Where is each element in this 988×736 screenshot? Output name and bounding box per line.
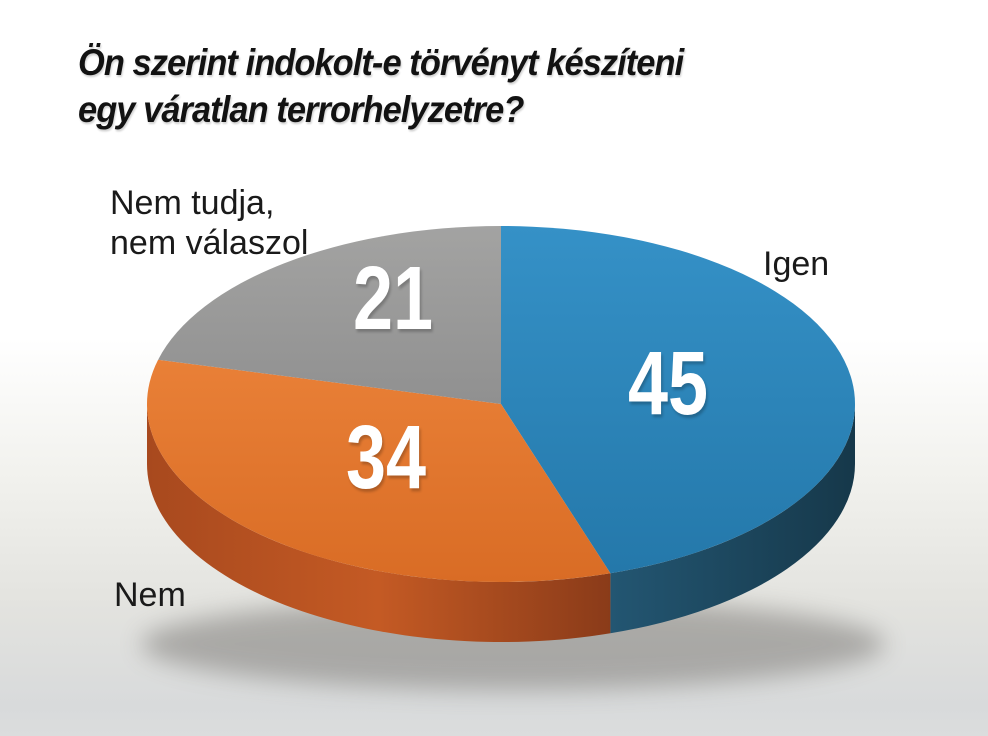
chart-title-line1: Ön szerint indokolt-e törvényt készíteni xyxy=(78,42,684,83)
slice-label-nem: Nem xyxy=(114,576,186,614)
chart-title-line2: egy váratlan terrorhelyzetre? xyxy=(78,88,524,130)
slice-label-igen: Igen xyxy=(763,245,830,283)
slice-label-nem-tudja: Nem tudja, nem válaszol xyxy=(110,183,308,263)
slice-value-nem: 34 xyxy=(345,408,427,508)
slice-value-nem-tudja: 21 xyxy=(352,249,434,349)
chart-title: Ön szerint indokolt-e törvényt készíteni… xyxy=(78,40,684,133)
slice-label-nem-tudja-line1: Nem tudja, xyxy=(110,184,275,222)
slice-label-nem-tudja-line2: nem válaszol xyxy=(110,224,309,263)
slice-value-igen: 45 xyxy=(627,334,709,434)
